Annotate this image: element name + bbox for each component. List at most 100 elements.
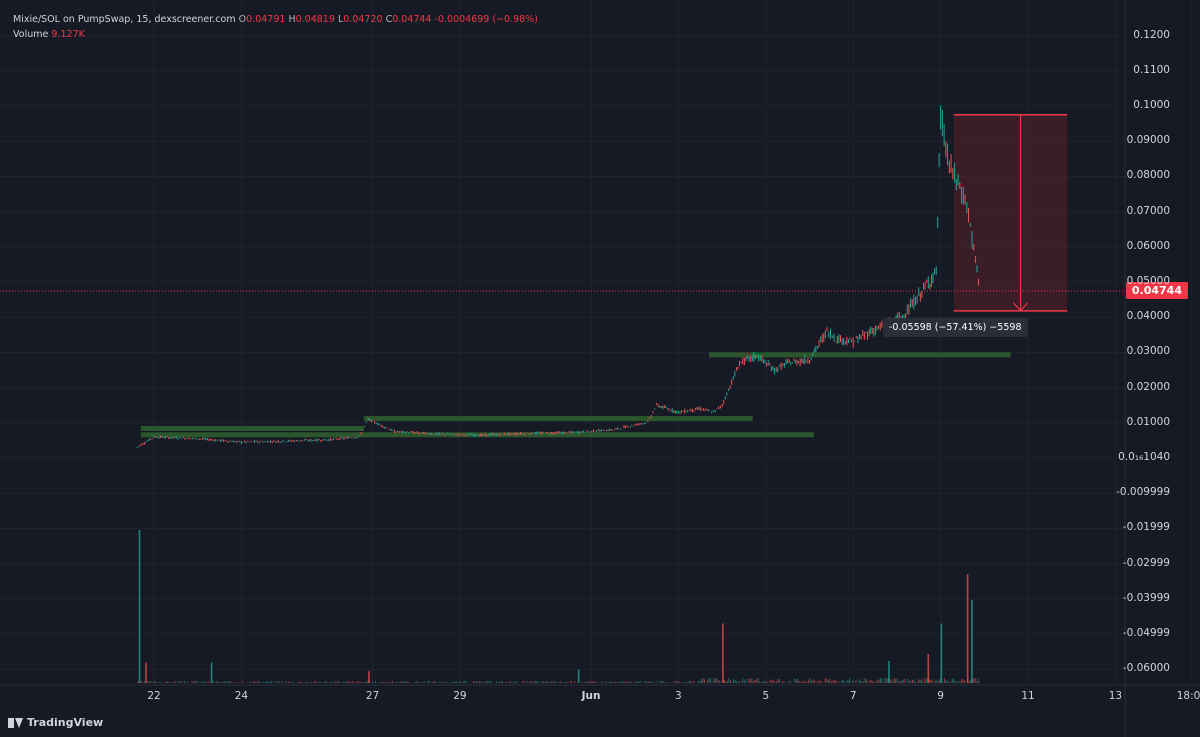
volume-bar [714,678,716,683]
volume-bar [206,681,208,683]
volume-bar [968,681,970,683]
volume-bar [180,681,182,683]
volume-bar [601,681,603,683]
volume-bar [141,681,143,683]
volume-bar [849,677,851,683]
volume-bar [950,682,952,683]
volume-bar [391,681,393,683]
volume-bar [798,680,800,683]
volume-bar [936,679,938,683]
volume-bar [687,681,689,683]
volume-bar [593,681,595,683]
volume-bar [156,682,158,683]
volume-bar [629,682,631,683]
volume-bar [309,682,311,683]
volume-bar [456,681,458,683]
price-axis-tick: 0.02000 [1126,380,1170,393]
volume-bar [313,681,315,683]
volume-bar [164,682,166,683]
volume-label[interactable]: Volume [13,29,49,40]
volume-bar [647,681,649,683]
volume-bar [777,679,779,683]
volume-bar [300,681,302,683]
volume-bar [197,681,199,683]
volume-bar [473,681,475,683]
current-price-tag: 0.04744 [1125,282,1188,299]
volume-bar [882,682,884,683]
volume-bar [918,678,920,683]
volume-bar [824,678,826,683]
volume-bar [217,681,219,683]
volume-bar [838,681,840,683]
tradingview-logo[interactable]: TradingView [8,716,103,729]
volume-bar [317,682,319,683]
volume-bar [765,681,767,683]
volume-bar [326,681,328,683]
volume-bar [869,680,871,683]
volume-bar [310,681,312,683]
volume-bar [890,679,892,683]
volume-bar [222,681,224,683]
volume-bar [811,680,813,683]
volume-bar [569,681,571,683]
time-axis-tick: 18:00 [1176,690,1200,702]
support-line [140,425,364,431]
volume-bar [864,678,866,683]
volume-bar [570,681,572,683]
volume-bar [566,681,568,683]
volume-bar [358,681,360,683]
volume-bar [150,681,152,683]
volume-bar [159,681,161,683]
volume-bar [505,681,507,683]
volume-bar [803,680,805,683]
volume-bar [703,679,705,683]
volume-bar [268,682,270,683]
volume-bar [343,681,345,683]
volume-bar [390,681,392,683]
volume-bar [318,681,320,683]
volume-bar [541,681,543,683]
support-line [363,416,753,422]
volume-bar [177,681,179,683]
volume-bar [439,681,441,683]
volume-bar [257,680,259,683]
volume-bar [725,681,727,683]
volume-bar [408,682,410,683]
volume-bar [335,681,337,683]
volume-bar [502,681,504,683]
volume-bar [710,678,712,683]
volume-bar [160,682,162,683]
volume-bar [540,682,542,683]
time-axis-tick: 27 [365,690,380,702]
price-axis-tick: 0.06000 [1126,239,1170,252]
volume-bar [194,681,196,683]
symbol-title[interactable]: Mixie/SOL on PumpSwap, 15, dexscreener.c… [13,14,236,25]
price-axis-tick: 0.1100 [1133,63,1170,76]
volume-bar [737,681,739,683]
volume-bar [973,678,975,683]
volume-bar [977,678,979,683]
volume-bar [691,681,693,683]
time-axis-tick: 22 [147,690,161,702]
price-change: -0.0004699 (−0.98%) [434,14,538,25]
volume-bar [168,681,170,683]
volume-bar [375,681,377,683]
volume-spike-bar [577,669,580,683]
volume-bar [200,682,202,683]
volume-bar [625,681,627,683]
volume-bar [713,679,715,683]
volume-bar [609,681,611,683]
volume-bar [209,682,211,683]
volume-bar [884,677,886,683]
volume-bar [584,681,586,683]
volume-bar [592,681,594,683]
volume-bar [531,681,533,683]
volume-bar [688,680,690,683]
support-line [140,432,814,438]
volume-spike-bar [145,662,147,683]
volume-bar [346,681,348,683]
ohlc-close: C0.04744 [385,14,432,25]
volume-bar [702,678,704,683]
price-axis-tick: 0.09000 [1126,134,1170,147]
